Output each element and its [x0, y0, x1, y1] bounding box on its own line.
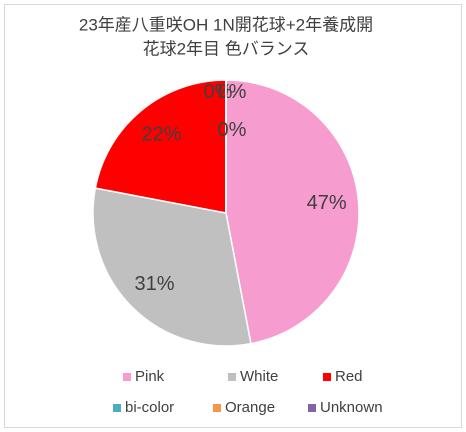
- legend-label: Pink: [135, 368, 165, 385]
- legend-swatch: [113, 404, 121, 412]
- legend-swatch: [213, 404, 221, 412]
- legend-swatch: [323, 373, 331, 381]
- legend-label: Red: [335, 368, 363, 385]
- legend-swatch: [123, 373, 131, 381]
- legend-label: bi-color: [125, 399, 174, 416]
- data-label: 0%: [218, 81, 247, 103]
- pie-slice: [94, 79, 227, 214]
- legend-swatch: [308, 404, 316, 412]
- data-label: 22%: [142, 123, 182, 145]
- data-label: 0%: [218, 119, 247, 141]
- legend-swatch: [228, 373, 236, 381]
- data-label: 31%: [135, 273, 175, 295]
- pie-slice: [92, 187, 252, 347]
- legend-label: Orange: [225, 399, 275, 416]
- chart-title: 23年産八重咲OH 1N開花球+2年養成開: [79, 15, 373, 34]
- data-label: 47%: [307, 192, 347, 214]
- chart-title: 花球2年目 色バランス: [143, 39, 310, 58]
- pie-slice: [225, 79, 360, 345]
- legend-label: White: [240, 368, 278, 385]
- legend-label: Unknown: [320, 399, 383, 416]
